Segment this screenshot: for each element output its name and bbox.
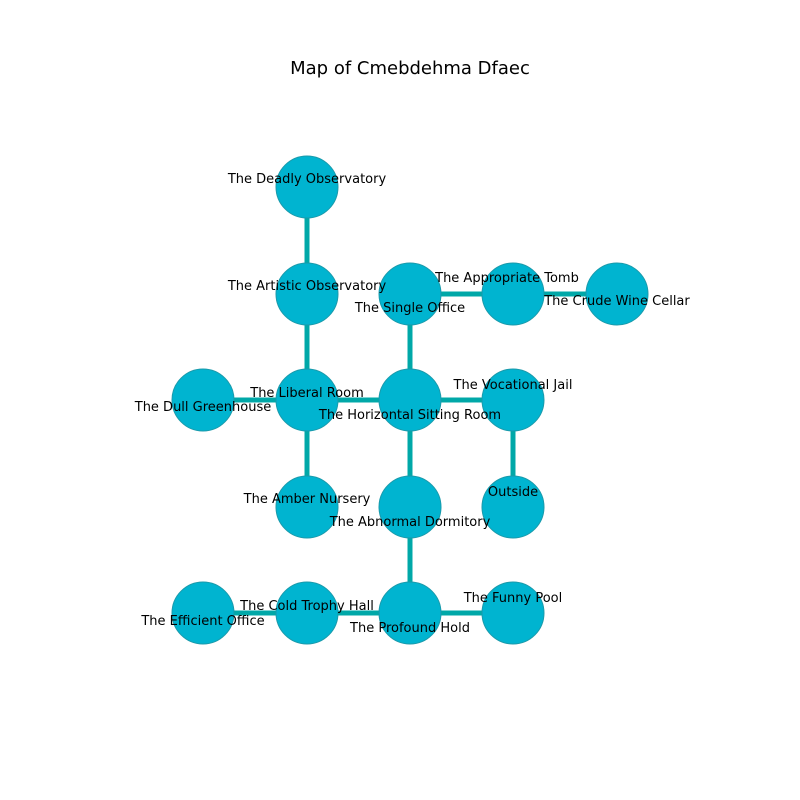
node-label-vocational-jail: The Vocational Jail bbox=[453, 378, 573, 393]
node-label-dull-greenhouse: The Dull Greenhouse bbox=[134, 400, 272, 415]
node-artistic-observatory bbox=[275, 262, 339, 326]
node-label-crude-wine-cellar: The Crude Wine Cellar bbox=[543, 294, 690, 309]
node-label-funny-pool: The Funny Pool bbox=[463, 591, 563, 606]
node-horizontal-sitting-room bbox=[378, 368, 442, 432]
node-amber-nursery bbox=[275, 475, 339, 539]
node-single-office bbox=[378, 262, 442, 326]
labels-layer: The Deadly Observatory The Artistic Obser… bbox=[134, 172, 691, 636]
node-abnormal-dormitory bbox=[378, 475, 442, 539]
diagram-title: Map of Cmebdehma Dfaec bbox=[290, 58, 530, 79]
node-liberal-room bbox=[275, 368, 339, 432]
node-label-amber-nursery: The Amber Nursery bbox=[243, 492, 371, 507]
nodes-layer bbox=[171, 155, 649, 645]
node-outside bbox=[481, 475, 545, 539]
node-crude-wine-cellar bbox=[585, 262, 649, 326]
node-vocational-jail bbox=[481, 368, 545, 432]
node-dull-greenhouse bbox=[171, 368, 235, 432]
node-funny-pool bbox=[481, 581, 545, 645]
node-appropriate-tomb bbox=[481, 262, 545, 326]
node-label-cold-trophy-hall: The Cold Trophy Hall bbox=[239, 599, 374, 614]
node-label-horizontal-sitting-room: The Horizontal Sitting Room bbox=[318, 408, 501, 423]
node-label-appropriate-tomb: The Appropriate Tomb bbox=[434, 271, 579, 286]
node-label-profound-hold: The Profound Hold bbox=[349, 621, 470, 636]
node-cold-trophy-hall bbox=[275, 581, 339, 645]
node-deadly-observatory bbox=[275, 155, 339, 219]
node-label-artistic-observatory: The Artistic Observatory bbox=[227, 279, 387, 294]
node-label-efficient-office: The Efficient Office bbox=[140, 614, 264, 629]
node-label-outside: Outside bbox=[488, 485, 538, 500]
node-label-liberal-room: The Liberal Room bbox=[249, 386, 364, 401]
node-profound-hold bbox=[378, 581, 442, 645]
node-label-single-office: The Single Office bbox=[354, 301, 465, 316]
node-label-abnormal-dormitory: The Abnormal Dormitory bbox=[329, 515, 491, 530]
node-label-deadly-observatory: The Deadly Observatory bbox=[227, 172, 387, 187]
node-efficient-office bbox=[171, 581, 235, 645]
